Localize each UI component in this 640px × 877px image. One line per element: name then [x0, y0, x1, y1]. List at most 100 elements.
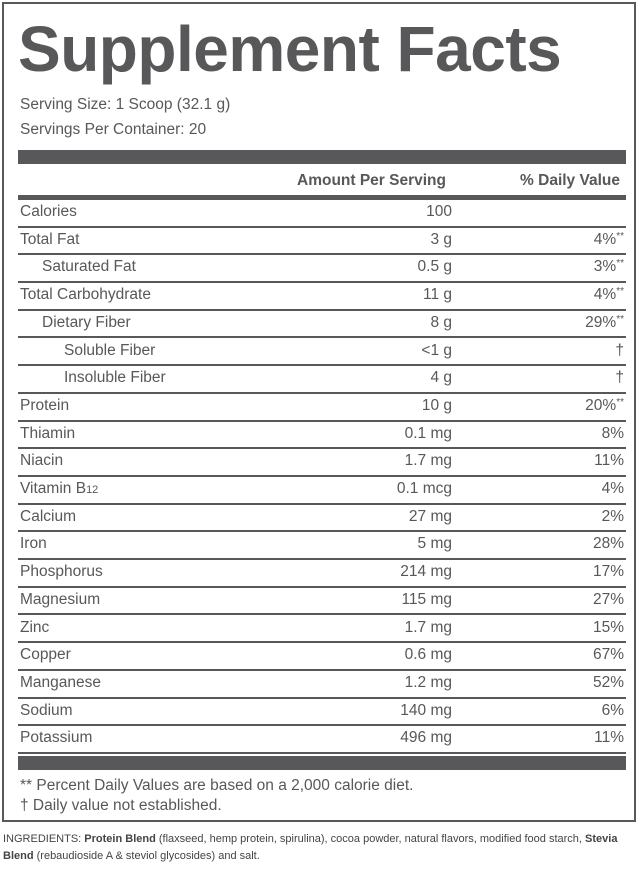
nutrient-name: Niacin — [20, 452, 63, 470]
amount: 1.2 mg — [404, 673, 452, 691]
nutrient-row: Zinc 1.7 mg 15% — [18, 616, 626, 644]
name-text: Protein — [20, 396, 70, 414]
amount: 214 mg — [400, 563, 452, 581]
name-text: Thiamin — [20, 424, 76, 442]
dv-text: 28% — [592, 535, 624, 553]
daily-value: 11% — [594, 452, 624, 470]
name-text: Calcium — [20, 507, 76, 525]
amount: 10 g — [421, 396, 452, 414]
nutrient-row: Copper 0.6 mg 67% — [18, 643, 626, 671]
dv-text: 27% — [592, 590, 624, 608]
nutrient-row: Potassium 496 mg 11% — [18, 726, 626, 754]
daily-value: 4% — [602, 480, 624, 498]
nutrient-row: Saturated Fat 0.5 g 3%** — [18, 255, 626, 284]
dv-text: † — [615, 369, 624, 387]
nutrient-name: Phosphorus — [20, 563, 103, 581]
name-text: Magnesium — [20, 590, 101, 608]
dv-text: 4% — [593, 286, 617, 304]
dv-text: 17% — [592, 563, 624, 581]
dv-text: 20% — [585, 396, 617, 414]
nutrient-row: Vitamin B12 0.1 mcg 4% — [18, 477, 626, 505]
name-text: Saturated Fat — [42, 258, 136, 276]
nutrient-row: Soluble Fiber <1 g † — [18, 339, 626, 367]
daily-value: 2% — [602, 508, 624, 526]
nutrient-name: Total Carbohydrate — [20, 286, 151, 304]
name-text: Dietary Fiber — [42, 313, 131, 331]
servings-per-container: Servings Per Container: 20 — [20, 121, 207, 138]
amount: 0.5 g — [417, 258, 452, 276]
daily-value: 67% — [593, 646, 624, 664]
dv-text: 6% — [601, 701, 624, 719]
nutrient-name: Thiamin — [20, 425, 75, 443]
amount: 115 mg — [401, 590, 452, 608]
nutrient-name: Copper — [20, 646, 71, 664]
amount: 11 g — [422, 286, 452, 304]
daily-value: 11% — [594, 729, 624, 747]
nutrient-name: Insoluble Fiber — [64, 369, 166, 387]
footnote: ** Percent Daily Values are based on a 2… — [20, 777, 414, 794]
nutrient-name: Potassium — [20, 729, 92, 747]
dv-footnote-mark: ** — [616, 396, 624, 408]
amount: 4 g — [430, 369, 452, 387]
dv-footnote-mark: ** — [616, 286, 624, 298]
amount: 3 g — [430, 230, 452, 248]
name-text: Vitamin B — [20, 480, 87, 497]
daily-value: 8% — [602, 425, 624, 443]
dv-footnote-mark: ** — [616, 230, 624, 242]
amount: 0.1 mcg — [396, 480, 452, 497]
nutrient-row: Calories 100 — [18, 200, 626, 228]
daily-value: 28% — [593, 535, 624, 553]
ingredient-text: Stevia Blend — [3, 833, 618, 862]
dv-footnote-mark: ** — [616, 313, 624, 325]
name-text: Manganese — [20, 673, 102, 691]
dv-text: 29% — [585, 313, 617, 331]
nutrient-name: Saturated Fat — [42, 258, 136, 276]
nutrient-row: Manganese 1.2 mg 52% — [18, 671, 626, 699]
nutrient-name: Magnesium — [20, 591, 100, 609]
nutrient-row: Total Fat 3 g 4%** — [18, 228, 626, 256]
nutrient-row: Phosphorus 214 mg 17% — [18, 560, 626, 588]
amount: 1.7 mg — [404, 452, 452, 470]
name-text: Sodium — [20, 701, 73, 719]
nutrient-row: Calcium 27 mg 2% — [18, 505, 626, 533]
name-text: Phosphorus — [20, 563, 103, 581]
amount: 496 mg — [400, 729, 452, 747]
name-text: Insoluble Fiber — [64, 369, 166, 387]
nutrient-name: Vitamin B12 — [20, 480, 98, 498]
nutrient-name: Total Fat — [20, 231, 79, 249]
facts-panel: Supplement Facts Serving Size: 1 Scoop (… — [2, 2, 636, 822]
nutrient-name: Zinc — [20, 619, 49, 637]
dv-text: † — [615, 341, 624, 359]
name-text: Niacin — [20, 452, 64, 470]
amount: 5 mg — [417, 535, 452, 553]
ingredient-text: INGREDIENTS: — [3, 833, 85, 845]
nutrient-name: Dietary Fiber — [42, 314, 131, 332]
name-text: Total Fat — [20, 230, 80, 248]
ingredient-text: (rebaudioside A & steviol glycosides) an… — [33, 850, 260, 862]
dv-text: 2% — [601, 507, 624, 525]
dv-text: 15% — [592, 618, 624, 636]
nutrient-row: Dietary Fiber 8 g 29%** — [18, 311, 626, 339]
nutrient-row: Total Carbohydrate 11 g 4%** — [18, 283, 626, 311]
nutrient-row: Thiamin 0.1 mg 8% — [18, 422, 626, 450]
daily-value: 4%** — [594, 231, 624, 249]
nutrient-row: Niacin 1.7 mg 11% — [18, 449, 626, 477]
daily-value: 6% — [602, 702, 624, 720]
nutrient-row: Insoluble Fiber 4 g † — [18, 366, 626, 394]
amount: 8 g — [430, 313, 452, 331]
dv-text: 52% — [592, 673, 624, 691]
amount: 0.6 mg — [404, 646, 452, 664]
divider-bar — [18, 150, 626, 164]
nutrient-name: Calcium — [20, 508, 76, 526]
name-subscript: 12 — [86, 484, 99, 496]
daily-value: 4%** — [594, 286, 624, 304]
nutrient-name: Sodium — [20, 702, 73, 720]
nutrient-name: Iron — [20, 535, 47, 553]
amount: 0.1 mg — [404, 424, 452, 442]
daily-value: 3%** — [594, 258, 624, 276]
column-header: Amount Per Serving — [297, 172, 446, 189]
footnote: † Daily value not established. — [20, 797, 222, 814]
dv-footnote-mark: ** — [616, 258, 624, 270]
dv-text: 4% — [601, 480, 624, 497]
